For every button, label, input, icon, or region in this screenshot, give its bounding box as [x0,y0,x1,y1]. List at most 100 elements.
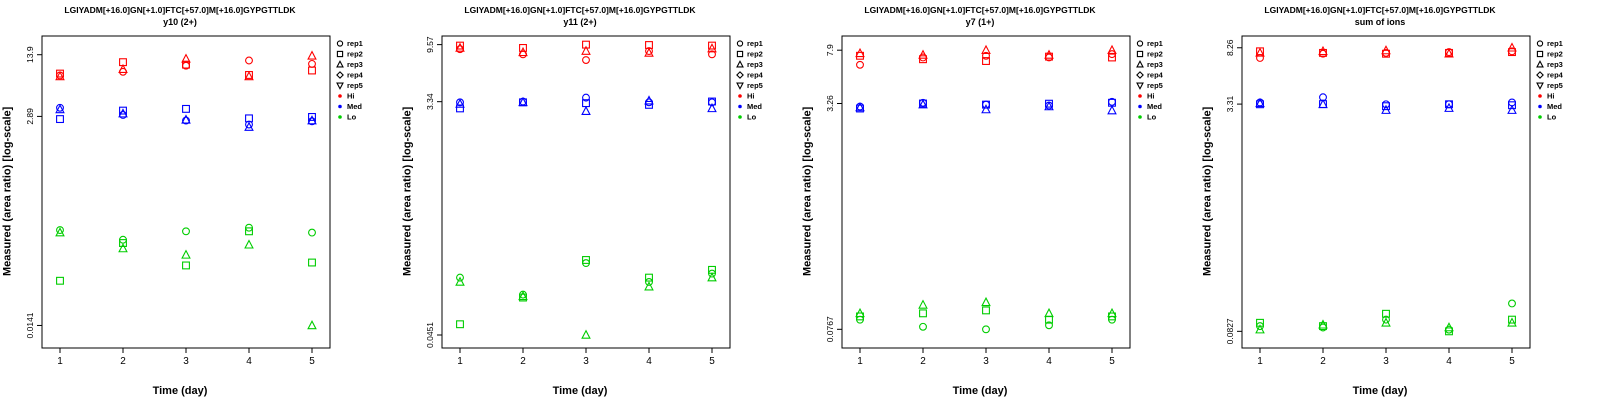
lo-level-dot-icon [338,115,342,119]
axis-text: rep5 [1147,81,1163,90]
point-lo-rep3 [855,307,865,318]
point-lo-rep2 [119,239,127,247]
med-level-dot-icon [1538,104,1542,109]
axis-text: 2 [520,356,526,367]
point-med-rep2 [56,115,64,124]
axis-text: rep1 [747,39,763,48]
circle-legend-icon [1536,40,1544,47]
axis-text: 8.26 [1225,39,1235,56]
point-med-rep1 [182,116,190,125]
point-lo-rep3 [1044,307,1054,318]
point-med-rep2 [119,106,127,115]
point-med-rep3 [1318,98,1328,109]
fragment-subtitle: y10 (2+) [163,17,197,27]
circle-legend-icon [336,40,344,47]
point-hi-rep3 [1507,42,1517,52]
point-hi-rep1 [308,59,316,68]
point-med-rep2 [982,100,990,109]
fragment-subtitle: sum of ions [1354,17,1406,27]
point-med-rep2 [182,104,190,113]
plot-box [1241,35,1531,349]
point-med-rep3 [1044,101,1054,111]
diamond-legend-icon [1136,71,1144,79]
axis-text: Hi [1147,92,1155,101]
point-hi-rep2 [1108,53,1116,62]
axis-text: 2 [1320,356,1326,367]
axis-text: 5 [1109,356,1115,367]
point-lo-rep2 [982,306,990,315]
axis-text: 4 [1446,356,1452,367]
point-lo-rep3 [1255,324,1265,334]
axis-text: 3 [983,356,989,367]
fragment-subtitle: y11 (2+) [563,17,597,27]
fragment-subtitle: y7 (1+) [965,17,995,27]
point-lo-rep3 [244,239,254,249]
point-hi-rep3 [1444,48,1454,58]
point-lo-rep3 [181,249,191,259]
square-legend-icon [1136,50,1144,58]
hi-level-dot-icon [738,94,742,98]
axis-text: Lo [747,113,757,122]
point-hi-rep1 [582,56,590,64]
axis-text: 1 [857,356,863,367]
hi-level-dot-icon [338,94,342,98]
axis-text: 2 [920,356,926,367]
hi-level-dot-icon [1538,94,1542,98]
point-hi-rep3 [1107,44,1117,54]
point-hi-rep2 [456,41,464,50]
axis-text: 3 [1383,356,1389,367]
point-lo-rep1 [456,273,464,282]
point-med-rep1 [245,120,253,129]
point-med-rep2 [1508,101,1516,110]
point-hi-rep3 [455,42,465,52]
point-lo-rep2 [919,309,927,318]
axis-text: rep3 [1547,60,1563,69]
plot-box [441,35,731,349]
hi-level-dot-icon [1138,94,1142,98]
med-level-dot-icon [738,104,742,109]
axis-text: Med [747,102,762,111]
diamond-legend-icon [336,71,344,79]
point-lo-rep3 [55,227,65,237]
point-lo-rep1 [982,325,990,334]
triangle-legend-icon [336,60,344,68]
point-hi-rep3 [581,45,591,55]
point-med-rep3 [1107,105,1117,115]
axis-text: rep1 [1547,39,1563,48]
point-lo-rep2 [182,261,190,270]
triangle-legend-icon [736,60,744,68]
point-hi-rep3 [918,49,928,59]
point-lo-rep1 [1045,321,1053,330]
axis-text: 1 [457,356,463,367]
point-lo-rep2 [1508,315,1516,324]
point-hi-rep1 [245,56,253,65]
axis-text: 9.57 [425,36,435,53]
point-lo-rep3 [1381,317,1391,327]
triangle-legend-icon [1136,60,1144,68]
point-hi-rep2 [308,66,316,75]
axis-text: 4 [246,356,252,367]
point-med-rep2 [1445,100,1453,109]
point-hi-rep2 [982,57,990,65]
point-lo-rep1 [308,228,316,237]
axis-text: Lo [1147,113,1157,122]
axis-text: 3.26 [825,95,835,112]
peptide-title: LGIYADM[+16.0]GN[+1.0]FTC[+57.0]M[+16.0]… [464,5,696,15]
axis-text: rep4 [1147,71,1164,80]
point-hi-rep3 [1044,49,1054,59]
axis-text: rep1 [347,39,363,48]
point-lo-rep2 [245,227,253,236]
point-hi-rep2 [582,40,590,49]
triangle-down-legend-icon [736,82,744,90]
point-med-rep1 [582,93,590,102]
x-axis-label: Time (day) [952,385,1008,397]
axis-text: Med [1147,102,1162,111]
point-lo-rep1 [56,226,64,235]
axis-text: rep2 [747,50,763,59]
point-med-rep2 [308,113,316,121]
axis-text: rep3 [347,60,363,69]
point-med-rep2 [1382,102,1390,111]
square-legend-icon [336,50,344,58]
